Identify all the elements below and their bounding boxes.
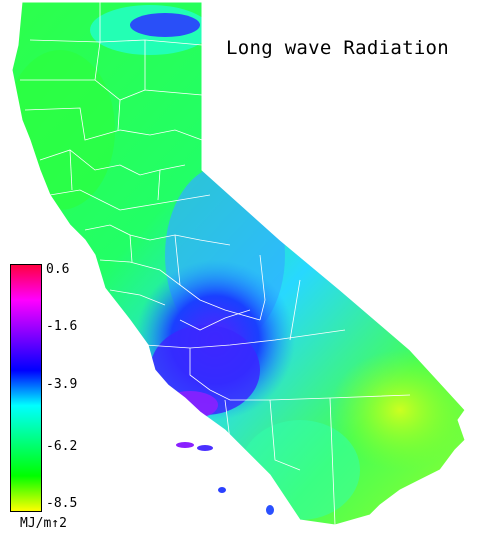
state-outline xyxy=(11,1,466,526)
county-boundaries xyxy=(20,2,411,526)
color-scale-bar xyxy=(10,264,42,512)
scale-tick-3: -6.2 xyxy=(46,439,78,454)
scale-tick-2: -3.9 xyxy=(46,377,78,392)
scale-tick-4: -8.5 xyxy=(46,496,78,511)
scale-unit-label: MJ/m↑2 xyxy=(20,516,67,531)
scale-tick-1: -1.6 xyxy=(46,319,78,334)
channel-islands xyxy=(176,442,274,515)
scale-tick-0: 0.6 xyxy=(46,262,70,277)
map-title: Long wave Radiation xyxy=(226,37,450,59)
